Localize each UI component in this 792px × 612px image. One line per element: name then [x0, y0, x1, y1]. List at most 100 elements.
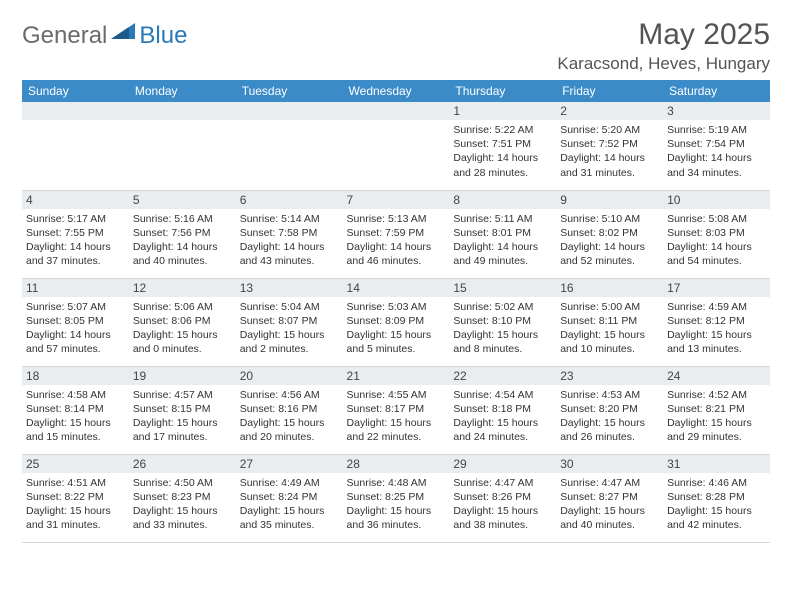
day-cell: 16 Sunrise: 5:00 AMSunset: 8:11 PMDayligh… [556, 278, 663, 366]
day-cell: 12 Sunrise: 5:06 AMSunset: 8:06 PMDayligh… [129, 278, 236, 366]
day-number: 31 [663, 455, 770, 473]
day-number: 12 [129, 279, 236, 297]
day-info: Sunrise: 4:59 AMSunset: 8:12 PMDaylight:… [667, 300, 766, 357]
day-cell [236, 102, 343, 190]
day-cell: 11 Sunrise: 5:07 AMSunset: 8:05 PMDayligh… [22, 278, 129, 366]
day-cell: 28 Sunrise: 4:48 AMSunset: 8:25 PMDayligh… [343, 454, 450, 542]
week-row: 25 Sunrise: 4:51 AMSunset: 8:22 PMDayligh… [22, 454, 770, 542]
day-cell [22, 102, 129, 190]
day-number: 19 [129, 367, 236, 385]
dow-sunday: Sunday [22, 80, 129, 102]
logo-text-general: General [22, 22, 107, 50]
day-number-empty [129, 102, 236, 120]
day-cell: 5 Sunrise: 5:16 AMSunset: 7:56 PMDaylight… [129, 190, 236, 278]
day-number: 28 [343, 455, 450, 473]
day-cell: 22Sunrise: 4:54 AMSunset: 8:18 PMDayligh… [449, 366, 556, 454]
day-number: 6 [236, 191, 343, 209]
day-cell: 29Sunrise: 4:47 AMSunset: 8:26 PMDayligh… [449, 454, 556, 542]
day-number: 10 [663, 191, 770, 209]
day-cell: 7Sunrise: 5:13 AMSunset: 7:59 PMDaylight… [343, 190, 450, 278]
day-info: Sunrise: 4:57 AMSunset: 8:15 PMDaylight:… [133, 388, 232, 445]
day-info: Sunrise: 4:50 AMSunset: 8:23 PMDaylight:… [133, 476, 232, 533]
day-info: Sunrise: 4:54 AMSunset: 8:18 PMDaylight:… [453, 388, 552, 445]
day-number: 15 [449, 279, 556, 297]
day-number: 21 [343, 367, 450, 385]
day-number: 13 [236, 279, 343, 297]
day-info: Sunrise: 4:58 AMSunset: 8:14 PMDaylight:… [26, 388, 125, 445]
day-cell: 9Sunrise: 5:10 AMSunset: 8:02 PMDaylight… [556, 190, 663, 278]
day-of-week-row: Sunday Monday Tuesday Wednesday Thursday… [22, 80, 770, 102]
header: General Blue May 2025 Karacsond, Heves, … [22, 18, 770, 74]
day-number: 3 [663, 102, 770, 120]
dow-tuesday: Tuesday [236, 80, 343, 102]
day-number: 23 [556, 367, 663, 385]
day-cell [129, 102, 236, 190]
day-cell: 25 Sunrise: 4:51 AMSunset: 8:22 PMDayligh… [22, 454, 129, 542]
day-info: Sunrise: 4:51 AMSunset: 8:22 PMDaylight:… [26, 476, 125, 533]
day-cell: 1Sunrise: 5:22 AMSunset: 7:51 PMDaylight… [449, 102, 556, 190]
calendar-table: Sunday Monday Tuesday Wednesday Thursday… [22, 80, 770, 543]
day-cell: 27 Sunrise: 4:49 AMSunset: 8:24 PMDayligh… [236, 454, 343, 542]
day-cell: 17Sunrise: 4:59 AMSunset: 8:12 PMDayligh… [663, 278, 770, 366]
day-cell: 2 Sunrise: 5:20 AMSunset: 7:52 PMDaylight… [556, 102, 663, 190]
day-number: 7 [343, 191, 450, 209]
day-cell: 21 Sunrise: 4:55 AMSunset: 8:17 PMDayligh… [343, 366, 450, 454]
week-row: 18 Sunrise: 4:58 AMSunset: 8:14 PMDayligh… [22, 366, 770, 454]
dow-friday: Friday [556, 80, 663, 102]
day-info: Sunrise: 5:08 AMSunset: 8:03 PMDaylight:… [667, 212, 766, 269]
day-info: Sunrise: 5:11 AMSunset: 8:01 PMDaylight:… [453, 212, 552, 269]
day-number-empty [236, 102, 343, 120]
day-cell: 20Sunrise: 4:56 AMSunset: 8:16 PMDayligh… [236, 366, 343, 454]
day-info: Sunrise: 4:47 AMSunset: 8:27 PMDaylight:… [560, 476, 659, 533]
day-number: 20 [236, 367, 343, 385]
day-number: 26 [129, 455, 236, 473]
day-number: 18 [22, 367, 129, 385]
day-number-empty [343, 102, 450, 120]
day-number: 25 [22, 455, 129, 473]
week-row: 1Sunrise: 5:22 AMSunset: 7:51 PMDaylight… [22, 102, 770, 190]
day-cell: 24 Sunrise: 4:52 AMSunset: 8:21 PMDayligh… [663, 366, 770, 454]
month-title: May 2025 [557, 18, 770, 52]
day-info: Sunrise: 5:00 AMSunset: 8:11 PMDaylight:… [560, 300, 659, 357]
day-number: 14 [343, 279, 450, 297]
day-cell: 15Sunrise: 5:02 AMSunset: 8:10 PMDayligh… [449, 278, 556, 366]
day-cell: 26 Sunrise: 4:50 AMSunset: 8:23 PMDayligh… [129, 454, 236, 542]
day-number: 16 [556, 279, 663, 297]
day-info: Sunrise: 4:46 AMSunset: 8:28 PMDaylight:… [667, 476, 766, 533]
day-number: 5 [129, 191, 236, 209]
day-info: Sunrise: 5:07 AMSunset: 8:05 PMDaylight:… [26, 300, 125, 357]
week-row: 11 Sunrise: 5:07 AMSunset: 8:05 PMDayligh… [22, 278, 770, 366]
day-cell: 14Sunrise: 5:03 AMSunset: 8:09 PMDayligh… [343, 278, 450, 366]
dow-saturday: Saturday [663, 80, 770, 102]
day-info: Sunrise: 4:48 AMSunset: 8:25 PMDaylight:… [347, 476, 446, 533]
day-info: Sunrise: 4:53 AMSunset: 8:20 PMDaylight:… [560, 388, 659, 445]
day-info: Sunrise: 4:55 AMSunset: 8:17 PMDaylight:… [347, 388, 446, 445]
day-number: 27 [236, 455, 343, 473]
day-info: Sunrise: 5:04 AMSunset: 8:07 PMDaylight:… [240, 300, 339, 357]
day-info: Sunrise: 5:14 AMSunset: 7:58 PMDaylight:… [240, 212, 339, 269]
day-cell: 19 Sunrise: 4:57 AMSunset: 8:15 PMDayligh… [129, 366, 236, 454]
day-cell: 23 Sunrise: 4:53 AMSunset: 8:20 PMDayligh… [556, 366, 663, 454]
dow-thursday: Thursday [449, 80, 556, 102]
day-cell: 3 Sunrise: 5:19 AMSunset: 7:54 PMDaylight… [663, 102, 770, 190]
week-row: 4 Sunrise: 5:17 AMSunset: 7:55 PMDaylight… [22, 190, 770, 278]
day-info: Sunrise: 5:19 AMSunset: 7:54 PMDaylight:… [667, 123, 766, 180]
dow-monday: Monday [129, 80, 236, 102]
day-info: Sunrise: 5:16 AMSunset: 7:56 PMDaylight:… [133, 212, 232, 269]
day-info: Sunrise: 5:10 AMSunset: 8:02 PMDaylight:… [560, 212, 659, 269]
day-info: Sunrise: 5:06 AMSunset: 8:06 PMDaylight:… [133, 300, 232, 357]
day-cell: 31 Sunrise: 4:46 AMSunset: 8:28 PMDayligh… [663, 454, 770, 542]
day-number: 4 [22, 191, 129, 209]
day-cell: 18 Sunrise: 4:58 AMSunset: 8:14 PMDayligh… [22, 366, 129, 454]
title-block: May 2025 Karacsond, Heves, Hungary [557, 18, 770, 74]
day-info: Sunrise: 4:52 AMSunset: 8:21 PMDaylight:… [667, 388, 766, 445]
day-info: Sunrise: 5:17 AMSunset: 7:55 PMDaylight:… [26, 212, 125, 269]
day-info: Sunrise: 5:20 AMSunset: 7:52 PMDaylight:… [560, 123, 659, 180]
day-info: Sunrise: 4:49 AMSunset: 8:24 PMDaylight:… [240, 476, 339, 533]
day-info: Sunrise: 4:47 AMSunset: 8:26 PMDaylight:… [453, 476, 552, 533]
day-number: 30 [556, 455, 663, 473]
day-number: 2 [556, 102, 663, 120]
day-number: 24 [663, 367, 770, 385]
day-number: 11 [22, 279, 129, 297]
day-cell: 6 Sunrise: 5:14 AMSunset: 7:58 PMDaylight… [236, 190, 343, 278]
